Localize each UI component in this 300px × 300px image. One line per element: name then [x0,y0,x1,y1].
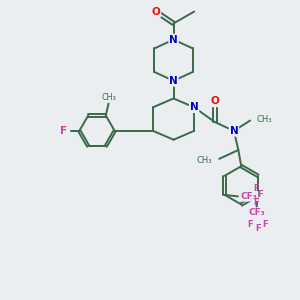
Text: F: F [257,190,263,200]
Text: F: F [254,184,259,193]
Text: CH₃: CH₃ [256,115,272,124]
Text: F: F [60,126,67,136]
Text: F: F [255,224,261,233]
Text: CH₃: CH₃ [101,93,116,102]
Text: N: N [230,126,238,136]
Text: F: F [247,220,253,230]
Text: O: O [210,96,219,106]
Text: O: O [152,7,160,16]
Text: CF₃: CF₃ [241,192,258,201]
Text: N: N [169,34,178,45]
Text: F: F [262,220,267,230]
Text: F: F [254,198,259,207]
Text: N: N [169,76,178,86]
Text: N: N [190,102,199,112]
Text: CF₃: CF₃ [248,208,265,217]
Text: CH₃: CH₃ [196,156,212,165]
